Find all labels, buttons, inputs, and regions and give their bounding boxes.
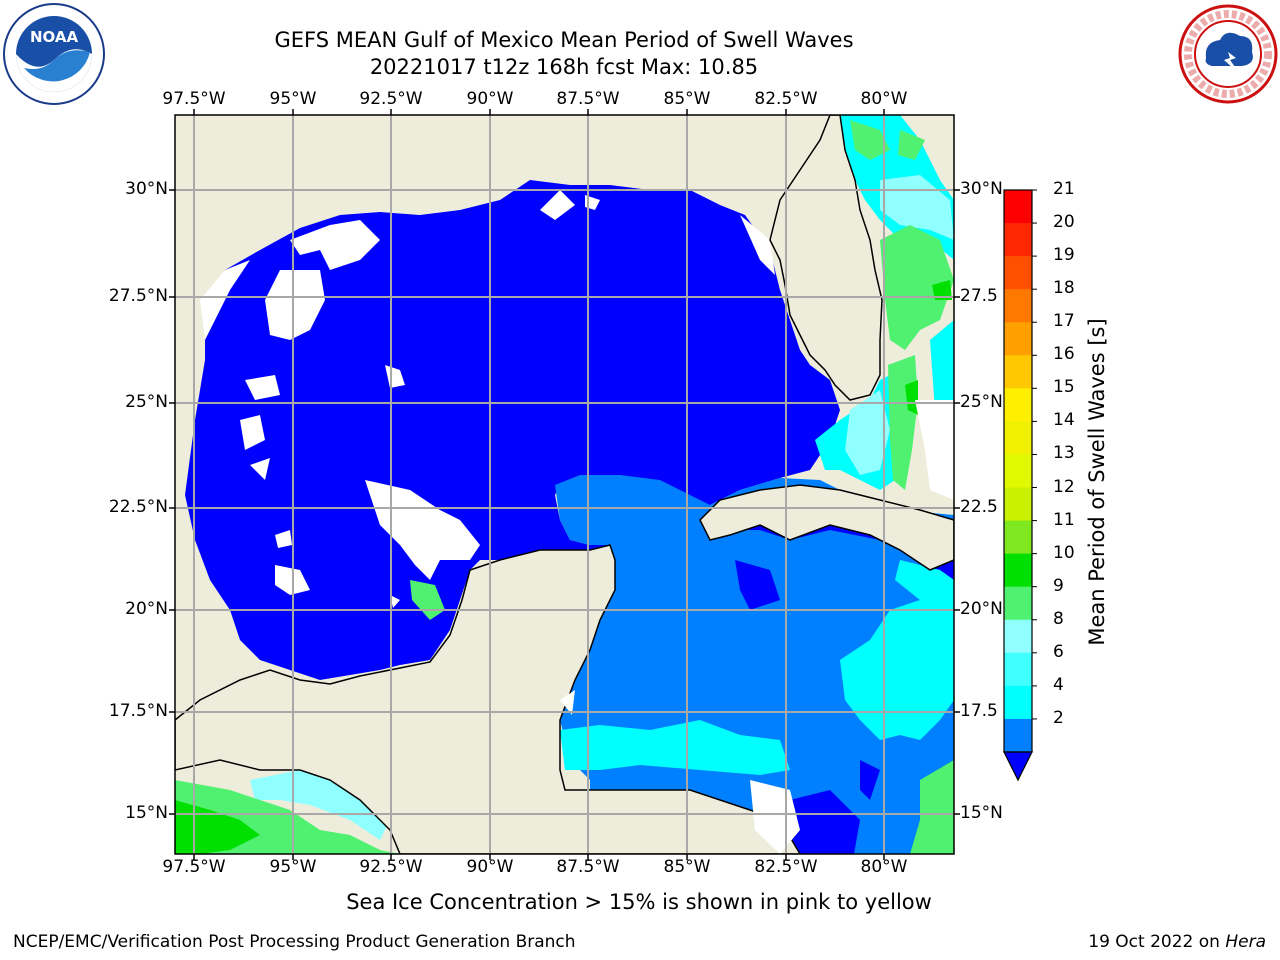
colorbar-segment (1004, 355, 1032, 389)
lon-label-bottom: 97.5°W (162, 857, 226, 877)
lon-label-top: 90°W (466, 89, 514, 109)
noaa-logo-text: NOAA (30, 28, 79, 46)
colorbar-tick-label: 19 (1053, 245, 1075, 266)
lat-label-right: 22.5 (960, 497, 998, 517)
green-patches (175, 120, 954, 854)
lon-label-top: 87.5°W (556, 89, 620, 109)
colorbar-tick-label: 14 (1053, 410, 1075, 431)
graticule (175, 115, 954, 854)
lat-label-right: 20°N (960, 599, 1003, 619)
nws-logo (1178, 4, 1278, 104)
map-subtitle: 20221017 t12z 168h fcst Max: 10.85 (369, 55, 759, 79)
colorbar-tick-label: 9 (1053, 575, 1064, 596)
lat-label-right: 25°N (960, 392, 1003, 412)
map-frame (174, 114, 955, 855)
colorbar-segment (1004, 256, 1032, 290)
lat-label-left: 17.5°N (108, 701, 168, 721)
colorbar-segment (1004, 322, 1032, 356)
colorbar-title: Mean Period of Swell Waves [s] (1085, 318, 1109, 646)
lat-label-left: 30°N (125, 179, 168, 199)
lon-label-top: 92.5°W (359, 89, 423, 109)
lon-label-top: 95°W (269, 89, 317, 109)
footer-host: Hera (1225, 932, 1266, 952)
lon-label-top: 82.5°W (754, 89, 818, 109)
colorbar-segment (1004, 685, 1032, 720)
colorbar-tick-label: 2 (1053, 707, 1064, 728)
lat-label-left: 25°N (125, 392, 168, 412)
colorbar-segment (1004, 718, 1032, 753)
colorbar-tick-label: 18 (1053, 278, 1075, 299)
lon-label-bottom: 95°W (269, 857, 317, 877)
coastlines (175, 115, 954, 854)
colorbar-segment (1004, 421, 1032, 455)
lon-label-bottom: 80°W (860, 857, 908, 877)
colorbar-tick-label: 20 (1053, 212, 1075, 233)
colorbar-tick-label: 15 (1053, 377, 1075, 398)
colorbar-segment (1004, 553, 1032, 588)
footer-date-text: 19 Oct 2022 on (1088, 932, 1226, 952)
colorbar-segment (1004, 388, 1032, 422)
colorbar-tick-label: 8 (1053, 608, 1064, 629)
colorbar-tick-label: 4 (1053, 674, 1064, 695)
lat-label-left: 15°N (125, 803, 168, 823)
lat-label-right: 27.5 (960, 286, 998, 306)
colorbar-segment (1004, 652, 1032, 687)
colorbar-segment (1004, 223, 1032, 257)
lat-label-right: 15°N (960, 803, 1003, 823)
colorbar-tick-label: 21 (1053, 179, 1075, 199)
lon-label-top: 85°W (663, 89, 711, 109)
lon-label-bottom: 82.5°W (754, 857, 818, 877)
lon-label-top: 97.5°W (162, 89, 226, 109)
colorbar-tick-label: 6 (1053, 641, 1064, 662)
lon-label-bottom: 85°W (663, 857, 711, 877)
colorbar-under-triangle (1003, 751, 1033, 782)
lon-label-bottom: 87.5°W (556, 857, 620, 877)
sea-ice-note: Sea Ice Concentration > 15% is shown in … (346, 890, 932, 914)
gulf-deep-blue (185, 180, 840, 680)
colorbar-tick-label: 10 (1053, 542, 1075, 563)
colorbar-segment (1004, 190, 1032, 224)
colorbar-tick-label: 12 (1053, 476, 1075, 497)
map-title: GEFS MEAN Gulf of Mexico Mean Period of … (274, 28, 854, 52)
colorbar-segment (1004, 289, 1032, 323)
lat-label-left: 22.5°N (108, 497, 168, 517)
footer-credit: NCEP/EMC/Verification Post Processing Pr… (13, 932, 576, 952)
lat-label-left: 27.5°N (108, 286, 168, 306)
colorbar (1003, 189, 1037, 782)
lat-label-right: 17.5 (960, 701, 998, 721)
colorbar-tick-label: 13 (1053, 443, 1075, 464)
colorbar-segment (1004, 454, 1032, 489)
lon-label-bottom: 92.5°W (359, 857, 423, 877)
colorbar-frame (1003, 189, 1033, 753)
colorbar-segment (1004, 487, 1032, 522)
colorbar-tick-label: 16 (1053, 344, 1075, 365)
lon-label-bottom: 90°W (466, 857, 514, 877)
colorbar-segment (1004, 619, 1032, 654)
colorbar-segment (1004, 520, 1032, 555)
noaa-logo: NOAA (3, 3, 105, 105)
lat-label-right: 30°N (960, 179, 1003, 199)
light-cyan-patches (250, 175, 954, 840)
lon-label-top: 80°W (860, 89, 908, 109)
colorbar-segment (1004, 586, 1032, 621)
lat-label-left: 20°N (125, 599, 168, 619)
colorbar-tick-label: 17 (1053, 311, 1075, 332)
footer-date: 19 Oct 2022 on Hera (1088, 932, 1266, 952)
colorbar-tick-label: 11 (1053, 509, 1075, 530)
